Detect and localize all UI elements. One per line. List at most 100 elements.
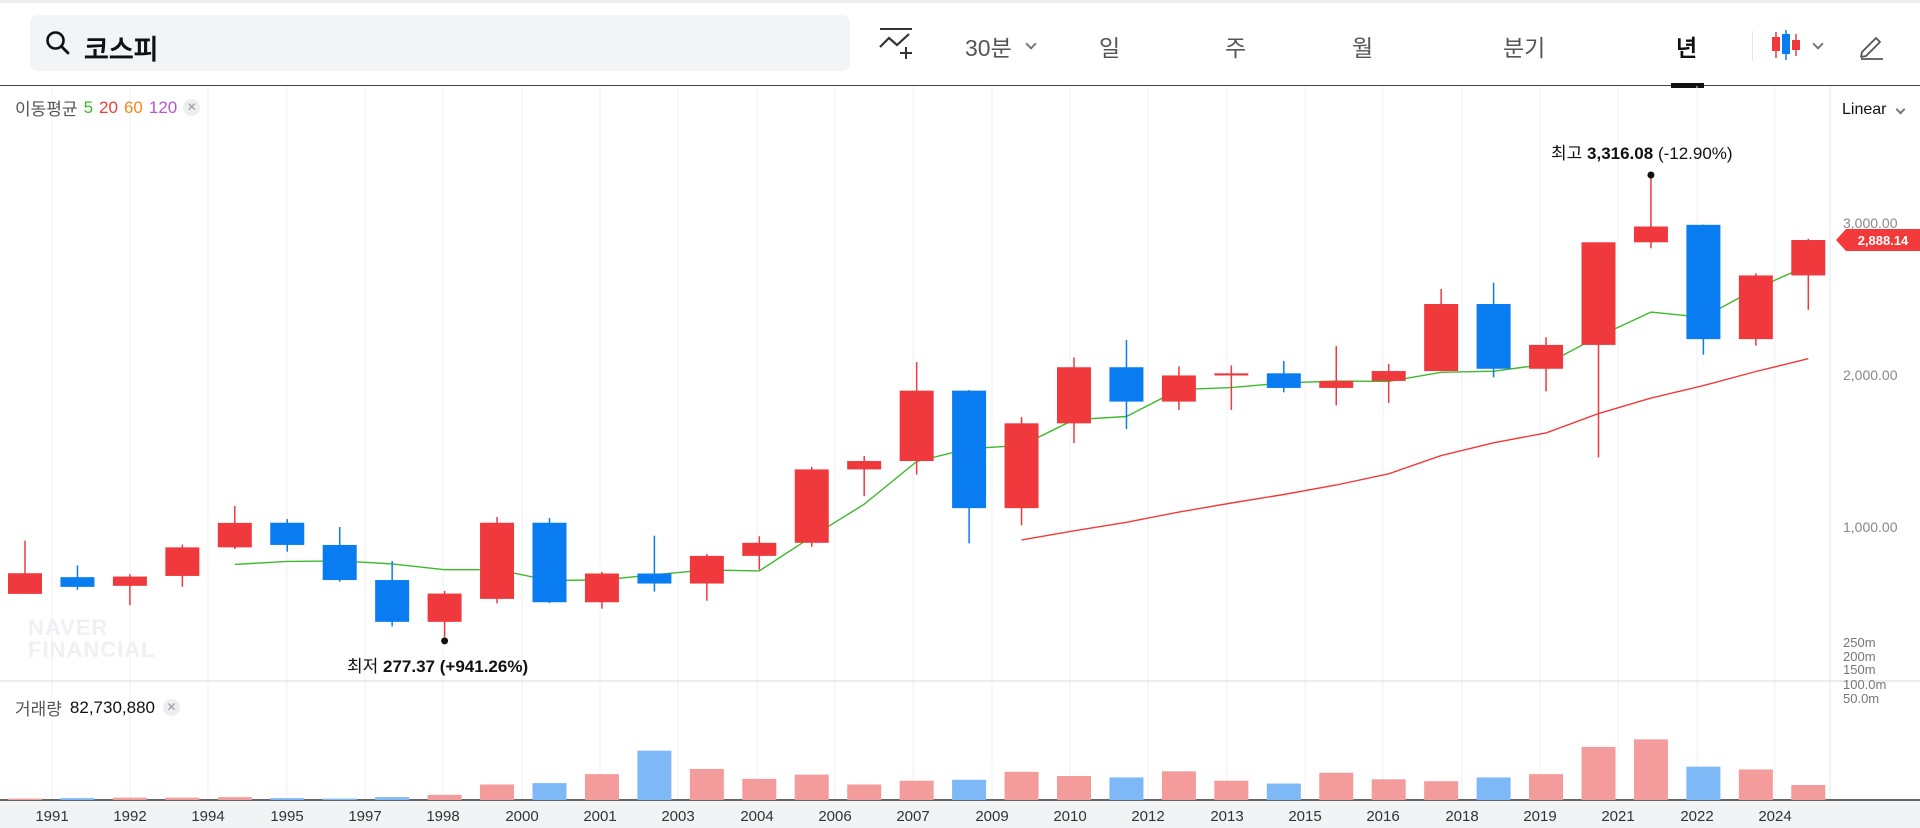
candle-body [270, 522, 305, 545]
tab-month[interactable]: 월 [1352, 35, 1374, 61]
time-axis-label: 2010 [1053, 808, 1086, 825]
chart-add-indicator-icon[interactable] [878, 25, 914, 61]
candle-body [8, 573, 42, 594]
volume-bar [165, 797, 200, 800]
volume-bar [1529, 774, 1564, 800]
volume-bar [1161, 771, 1196, 800]
low-value: 277.37 [383, 657, 436, 676]
volume-value: 82,730,880 [69, 697, 156, 717]
price-axis-label: 1,000.00 [1843, 519, 1898, 535]
candle-body [532, 522, 567, 603]
volume-bar [1633, 739, 1668, 800]
high-label: 최고 [1551, 144, 1583, 163]
volume-bar [1004, 771, 1039, 800]
chevron-down-icon[interactable] [1025, 38, 1037, 50]
tab-year[interactable]: 년 [1676, 35, 1698, 61]
candle-body [1214, 373, 1249, 376]
search-input[interactable]: 코스피 [84, 35, 159, 65]
volume-bar [322, 798, 357, 800]
close-icon[interactable]: ✕ [183, 99, 201, 116]
time-axis-label: 1997 [348, 808, 381, 825]
ma-legend-label: 이동평균 [15, 100, 78, 119]
time-axis-label: 2018 [1445, 808, 1478, 825]
volume-bar [532, 783, 567, 800]
current-price-label: 2,888.14 [1858, 233, 1909, 248]
candle-body [689, 555, 724, 584]
time-axis-label: 2019 [1523, 808, 1556, 825]
watermark-line1: NAVER [28, 615, 109, 640]
volume-bar [1791, 784, 1826, 800]
time-axis-label: 1991 [35, 808, 68, 825]
candle-body [637, 573, 672, 584]
time-axis: 1991 1992 1994 1995 1997 1998 2000 2001 2003 2004… [35, 808, 1791, 825]
volume-bar [847, 784, 882, 800]
tab-day[interactable]: 일 [1099, 35, 1121, 61]
candlestick-chart[interactable]: 1,000.00 2,000.00 3,000.00 250m200m150m100.… [0, 86, 1920, 828]
candle-body [952, 390, 987, 509]
interval-select[interactable]: 30분 [965, 35, 1012, 61]
time-axis-label: 2000 [505, 808, 538, 825]
volume-legend: 거래량 82,730,880 ✕ [15, 695, 181, 720]
candle-body [1161, 375, 1196, 402]
high-change: (-12.90%) [1657, 144, 1733, 163]
candle-body [1476, 304, 1511, 369]
time-axis-label: 2001 [583, 808, 616, 825]
pencil-icon[interactable] [1857, 30, 1887, 60]
ma-legend-120: 120 [148, 97, 178, 117]
volume-axis-label: 50.0m [1843, 691, 1879, 706]
tab-quarter[interactable]: 분기 [1503, 35, 1546, 61]
search-box[interactable]: 코스피 [30, 15, 850, 71]
candle-body [1057, 367, 1091, 424]
candle-body [1109, 367, 1144, 402]
volume-bar [899, 780, 934, 800]
volume-axis-label: 200m [1843, 649, 1876, 664]
candle-body [1266, 373, 1301, 388]
candle-body [847, 461, 882, 470]
time-axis-label: 2007 [896, 808, 929, 825]
low-annotation: 최저 277.37 (+941.26%) [347, 652, 528, 677]
candle-body [1371, 371, 1406, 381]
candle-body [1686, 224, 1721, 340]
candle-body [322, 544, 357, 581]
candle-body [1633, 226, 1668, 243]
volume-bar [480, 784, 515, 800]
candle-body [112, 576, 147, 586]
scale-select[interactable]: Linear [1842, 101, 1886, 119]
ma-legend-60: 60 [123, 97, 143, 117]
volume-bar [8, 798, 42, 800]
tab-week[interactable]: 주 [1225, 35, 1247, 61]
volume-bar [1424, 781, 1459, 800]
candle-body [375, 580, 410, 622]
volume-bar [1371, 779, 1406, 800]
candle-body [427, 593, 462, 622]
time-axis-label: 2012 [1131, 808, 1164, 825]
volume-bar [1581, 746, 1616, 800]
volume-bar [270, 798, 305, 800]
candle-body [1791, 240, 1826, 276]
volume-bar [689, 768, 724, 800]
candle-body [794, 469, 829, 543]
volume-axis-label: 100.0m [1843, 677, 1886, 692]
candle-body [1319, 380, 1354, 388]
volume-bar [1057, 776, 1091, 800]
time-axis-background [0, 800, 1920, 828]
chevron-down-icon[interactable] [1812, 38, 1824, 50]
ma-legend-5: 5 [83, 97, 94, 117]
candlestick-icon[interactable] [1770, 28, 1802, 62]
volume-axis-label: 250m [1843, 635, 1876, 650]
candle-body [60, 577, 95, 587]
volume-bar [1319, 772, 1354, 800]
time-axis-label: 2009 [975, 808, 1008, 825]
time-axis-label: 2004 [740, 808, 773, 825]
price-axis: 1,000.00 2,000.00 3,000.00 250m200m150m100.… [1836, 215, 1920, 706]
active-tab-indicator [1671, 83, 1704, 88]
close-icon[interactable]: ✕ [163, 699, 181, 716]
toolbar-divider [1752, 31, 1753, 61]
candle-body [584, 573, 619, 603]
time-axis-label: 2006 [818, 808, 851, 825]
time-axis-label: 2013 [1210, 808, 1243, 825]
volume-bar [742, 778, 777, 800]
volume-bar [375, 797, 410, 800]
toolbar: 코스피 30분 일 주 월 분기 년 [0, 0, 1920, 88]
volume-bars [8, 739, 1826, 800]
